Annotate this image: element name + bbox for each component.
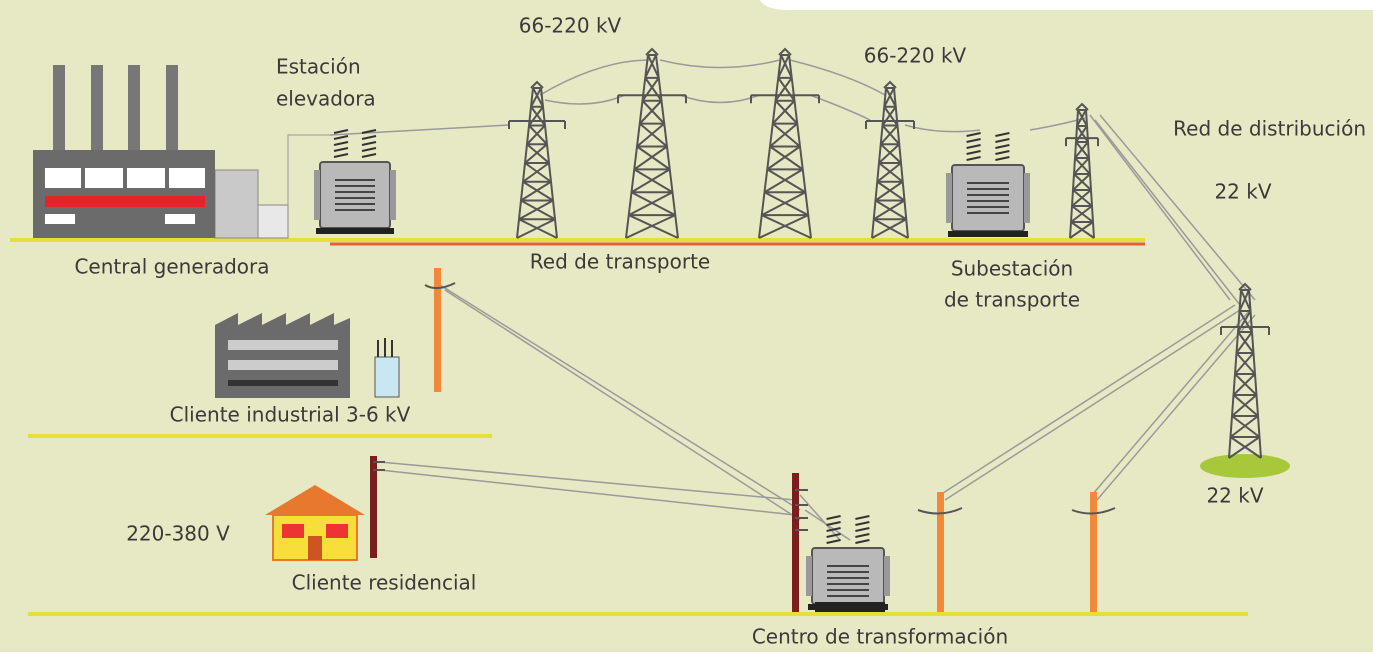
- label: Central generadora: [74, 255, 269, 279]
- wire: [1091, 309, 1251, 496]
- transformer-fin: [806, 556, 812, 596]
- bushing: [361, 135, 377, 140]
- label: Estación: [276, 55, 361, 79]
- wire: [329, 124, 511, 136]
- label: Centro de transformación: [752, 625, 1008, 649]
- wire: [944, 309, 1241, 501]
- bushing: [966, 150, 981, 155]
- crossarm: [1071, 507, 1116, 515]
- bushing: [966, 138, 981, 143]
- industrial-building: [215, 313, 400, 398]
- tower: [617, 47, 687, 239]
- label: 66-220 kV: [864, 44, 967, 68]
- wire: [1099, 114, 1256, 301]
- bushing: [826, 521, 841, 526]
- transformer-fin: [390, 170, 396, 220]
- bushing: [966, 144, 981, 149]
- transformer-fin: [314, 170, 320, 220]
- wire: [799, 494, 841, 541]
- crossarm: [424, 282, 456, 289]
- transformer: [951, 164, 1025, 232]
- crossarm: [917, 507, 963, 515]
- label: 22 kV: [1214, 180, 1271, 204]
- tower: [750, 47, 820, 239]
- wire: [539, 59, 651, 96]
- bushing: [995, 150, 1010, 155]
- bushing: [361, 153, 377, 158]
- mound: [1200, 454, 1290, 478]
- pole: [1090, 492, 1097, 612]
- bushing: [855, 533, 870, 538]
- tower: [508, 80, 566, 239]
- label: Red de transporte: [530, 250, 710, 274]
- tower: [1065, 102, 1099, 239]
- transformer-fin: [1024, 173, 1030, 223]
- bushing: [855, 539, 870, 544]
- wire: [444, 289, 801, 521]
- bushing: [855, 521, 870, 526]
- label: elevadora: [276, 87, 376, 111]
- corner-panel: [760, 0, 1373, 10]
- bushing: [333, 135, 349, 140]
- label: Cliente industrial 3-6 kV: [170, 403, 411, 427]
- pole: [937, 492, 944, 612]
- wire: [809, 94, 871, 121]
- transformer: [319, 161, 391, 229]
- bushing: [855, 527, 870, 532]
- pole: [792, 473, 799, 612]
- wire: [379, 469, 796, 516]
- bushing: [361, 147, 377, 152]
- bushing: [855, 515, 870, 520]
- transformer-base: [948, 231, 1028, 237]
- bushing: [966, 156, 981, 161]
- power-plant: [33, 65, 330, 239]
- label: de transporte: [944, 288, 1080, 312]
- tower: [1220, 282, 1270, 459]
- bushing: [966, 132, 981, 137]
- bushing: [333, 141, 349, 146]
- structures: [314, 47, 1270, 612]
- bushing: [333, 153, 349, 158]
- bushing: [995, 144, 1010, 149]
- bushing: [995, 156, 1010, 161]
- label: Subestación: [951, 257, 1073, 281]
- wire: [789, 59, 886, 96]
- pole: [434, 268, 441, 392]
- label: Red de distribución: [1173, 117, 1366, 141]
- bushing: [361, 129, 377, 134]
- platform: [815, 602, 885, 612]
- label: Cliente residencial: [292, 571, 477, 595]
- wire: [904, 124, 981, 133]
- bushing: [333, 147, 349, 152]
- wire: [439, 284, 801, 511]
- pole: [370, 456, 377, 558]
- label: 66-220 kV: [519, 14, 622, 38]
- wire: [379, 461, 796, 501]
- label: 22 kV: [1206, 484, 1263, 508]
- wire: [1089, 114, 1231, 301]
- wire: [1096, 314, 1256, 501]
- bushing: [826, 533, 841, 538]
- bushing: [826, 527, 841, 532]
- transformer-fin: [946, 173, 952, 223]
- wire: [939, 304, 1236, 496]
- wire: [659, 59, 781, 69]
- transformer-fin: [884, 556, 890, 596]
- house: [265, 485, 365, 561]
- bushing: [995, 138, 1010, 143]
- label: 220-380 V: [126, 522, 230, 546]
- transformer-base: [316, 228, 394, 234]
- wire: [1094, 119, 1241, 306]
- bushing: [333, 129, 349, 134]
- bushing: [995, 132, 1010, 137]
- bushing: [826, 515, 841, 520]
- tower: [865, 80, 915, 239]
- bushing: [361, 141, 377, 146]
- bushing: [826, 539, 841, 544]
